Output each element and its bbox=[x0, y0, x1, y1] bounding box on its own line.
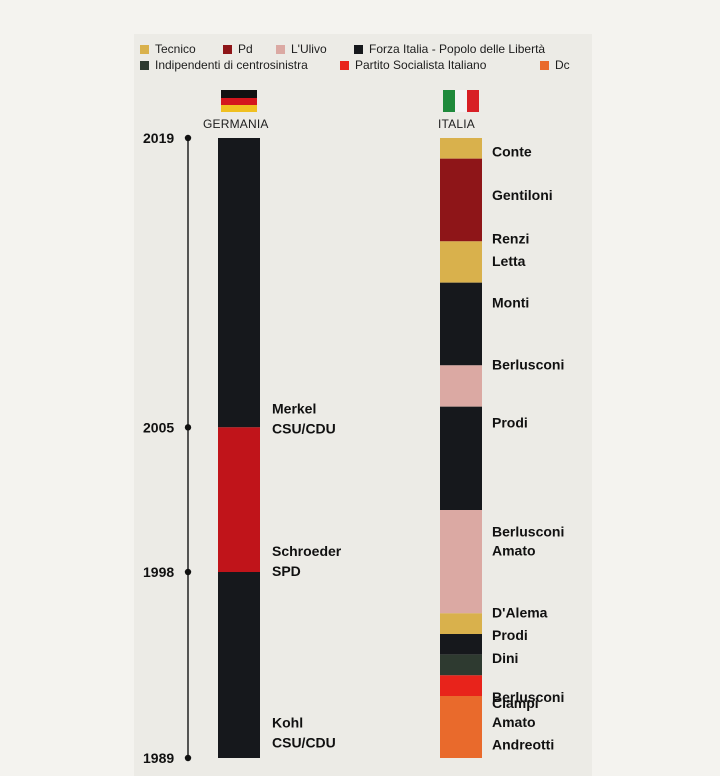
italy-leader-label: Prodi bbox=[492, 414, 528, 430]
italy-bar-segment bbox=[440, 510, 482, 614]
year-label: 2005 bbox=[143, 419, 174, 435]
year-tick-dot bbox=[184, 134, 192, 142]
germany-bar-segment bbox=[218, 572, 260, 758]
italy-leader-label: Prodi bbox=[492, 627, 528, 643]
italy-bar-segment bbox=[440, 241, 482, 283]
italy-leader-label: Berlusconi bbox=[492, 689, 564, 705]
flag-band bbox=[221, 90, 257, 98]
italy-bar-segment bbox=[440, 696, 482, 758]
italy-leader-label: Monti bbox=[492, 294, 529, 310]
italy-bar-segment bbox=[440, 613, 482, 634]
legend-label: Indipendenti di centrosinistra bbox=[155, 58, 308, 72]
germany-leader-label: Kohl bbox=[272, 715, 303, 731]
italy-leader-label: Renzi bbox=[492, 230, 529, 246]
italy-leader-label: Ciampi bbox=[492, 695, 539, 711]
italy-bar-segment bbox=[440, 406, 482, 510]
year-label: 2019 bbox=[143, 130, 174, 146]
italy-leader-label: D'Alema bbox=[492, 604, 548, 620]
legend-label: L'Ulivo bbox=[291, 42, 327, 56]
legend-item-tecnico: Tecnico bbox=[140, 42, 196, 56]
germany-leader-label: CSU/CDU bbox=[272, 735, 336, 751]
legend-item-indipendenti: Indipendenti di centrosinistra bbox=[140, 58, 308, 72]
italy-leader-label: Gentiloni bbox=[492, 187, 553, 203]
country-label-italy: ITALIA bbox=[438, 117, 475, 131]
legend-item-forza-italia: Forza Italia - Popolo delle Libertà bbox=[354, 42, 545, 56]
germany-leader-label: CSU/CDU bbox=[272, 421, 336, 437]
italy-leader-label: Berlusconi bbox=[492, 356, 564, 372]
italy-bar-segment bbox=[440, 138, 482, 159]
italy-leader-label: Dini bbox=[492, 650, 518, 666]
newspaper-graphic bbox=[134, 34, 592, 776]
legend-swatch bbox=[540, 61, 549, 70]
italy-leader-label: Berlusconi bbox=[492, 523, 564, 539]
germany-flag-icon bbox=[221, 90, 257, 112]
legend-item-ulivo: L'Ulivo bbox=[276, 42, 327, 56]
legend-item-dc: Dc bbox=[540, 58, 570, 72]
flag-band bbox=[221, 105, 257, 112]
germany-leader-label: Schroeder bbox=[272, 543, 342, 559]
legend-item-psi: Partito Socialista Italiano bbox=[340, 58, 486, 72]
legend-label: Forza Italia - Popolo delle Libertà bbox=[369, 42, 546, 56]
flag-band bbox=[455, 90, 467, 112]
italy-leader-label: Andreotti bbox=[492, 737, 554, 753]
year-label: 1989 bbox=[143, 750, 174, 766]
italy-bar-segment bbox=[440, 675, 482, 696]
italy-leader-label: Conte bbox=[492, 144, 532, 160]
flag-band bbox=[467, 90, 479, 112]
year-tick-dot bbox=[184, 754, 192, 762]
germany-leader-label: Merkel bbox=[272, 401, 316, 417]
year-tick-dot bbox=[184, 568, 192, 576]
germany-bar-segment bbox=[218, 427, 260, 572]
legend-swatch bbox=[140, 45, 149, 54]
italy-bar-segment bbox=[440, 634, 482, 655]
country-label-germany: GERMANIA bbox=[203, 117, 269, 131]
italy-bar-segment bbox=[440, 654, 482, 676]
legend-swatch bbox=[140, 61, 149, 70]
italy-bar-segment bbox=[440, 282, 482, 366]
germany-bar-segment bbox=[218, 138, 260, 428]
italy-leader-label: Amato bbox=[492, 714, 536, 730]
legend-swatch bbox=[354, 45, 363, 54]
flag-band bbox=[443, 90, 455, 112]
flag-band bbox=[221, 98, 257, 105]
legend-label: Pd bbox=[238, 42, 253, 56]
legend-swatch bbox=[276, 45, 285, 54]
italy-flag-icon bbox=[443, 90, 479, 112]
year-label: 1998 bbox=[143, 564, 174, 580]
italy-leader-label: Letta bbox=[492, 253, 526, 269]
legend-label: Dc bbox=[555, 58, 570, 72]
germany-leader-label: SPD bbox=[272, 563, 301, 579]
italy-bar-segment bbox=[440, 365, 482, 407]
legend-swatch bbox=[340, 61, 349, 70]
legend-label: Partito Socialista Italiano bbox=[355, 58, 487, 72]
legend-label: Tecnico bbox=[155, 42, 196, 56]
legend-swatch bbox=[223, 45, 232, 54]
year-tick-dot bbox=[184, 424, 192, 431]
legend-item-pd: Pd bbox=[223, 42, 253, 56]
italy-bar-segment bbox=[440, 158, 482, 242]
italy-leader-label: Amato bbox=[492, 542, 536, 558]
